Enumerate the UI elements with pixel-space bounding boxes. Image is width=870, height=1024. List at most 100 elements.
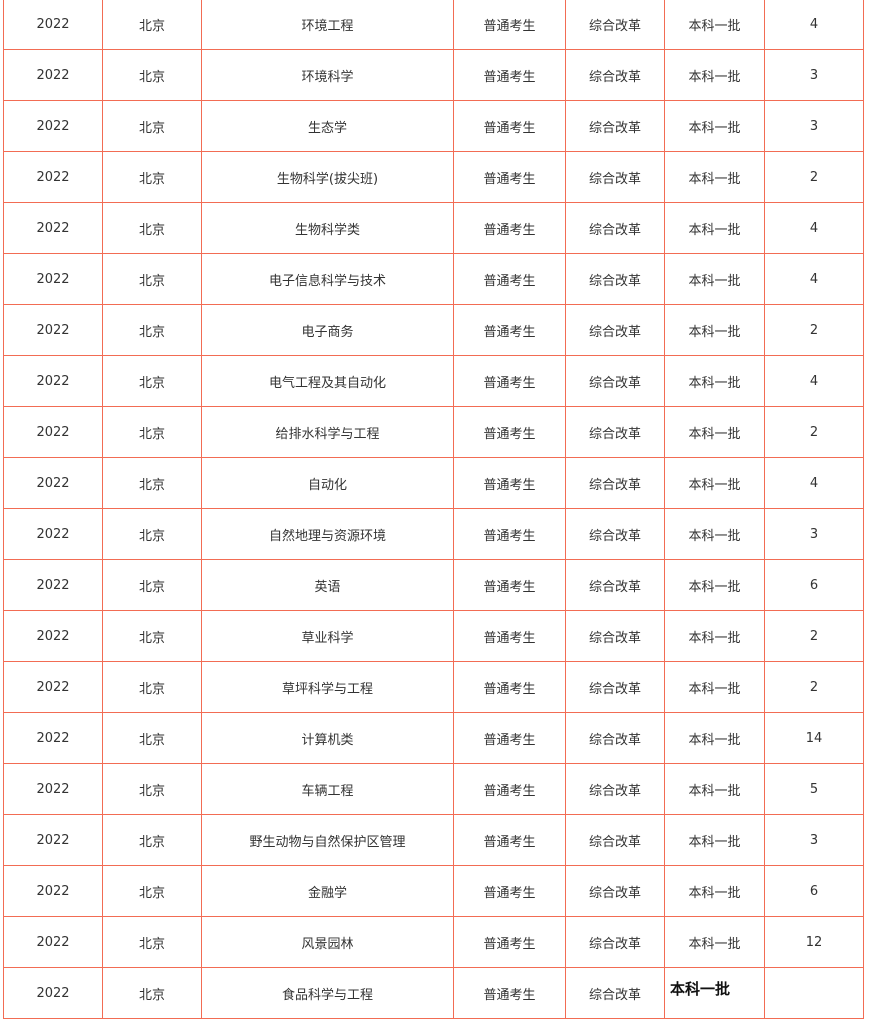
student-type-cell: 普通考生 bbox=[453, 916, 566, 968]
year-cell: 2022 bbox=[3, 661, 103, 713]
quota-cell bbox=[764, 967, 864, 1019]
quota-cell: 3 bbox=[764, 100, 864, 152]
province-cell: 北京 bbox=[102, 814, 202, 866]
major-cell: 风景园林 bbox=[201, 916, 454, 968]
subject-type-cell: 综合改革 bbox=[565, 0, 665, 50]
subject-type-cell: 综合改革 bbox=[565, 355, 665, 407]
table-row: 2022 北京 车辆工程 普通考生 综合改革 本科一批 5 bbox=[3, 763, 864, 815]
batch-cell: 本科一批 bbox=[664, 253, 765, 305]
student-type-cell: 普通考生 bbox=[453, 508, 566, 560]
major-cell: 食品科学与工程 bbox=[201, 967, 454, 1019]
quota-cell: 4 bbox=[764, 0, 864, 50]
quota-cell: 5 bbox=[764, 763, 864, 815]
student-type-cell: 普通考生 bbox=[453, 661, 566, 713]
major-cell: 自然地理与资源环境 bbox=[201, 508, 454, 560]
student-type-cell: 普通考生 bbox=[453, 457, 566, 509]
table-row: 2022 北京 电气工程及其自动化 普通考生 综合改革 本科一批 4 bbox=[3, 355, 864, 407]
year-cell: 2022 bbox=[3, 457, 103, 509]
subject-type-cell: 综合改革 bbox=[565, 814, 665, 866]
quota-cell: 2 bbox=[764, 661, 864, 713]
student-type-cell: 普通考生 bbox=[453, 49, 566, 101]
quota-cell: 3 bbox=[764, 814, 864, 866]
table-row: 2022 北京 电子信息科学与技术 普通考生 综合改革 本科一批 4 bbox=[3, 253, 864, 305]
year-cell: 2022 bbox=[3, 508, 103, 560]
province-cell: 北京 bbox=[102, 712, 202, 764]
table-row: 2022 北京 生物科学类 普通考生 综合改革 本科一批 4 bbox=[3, 202, 864, 254]
subject-type-cell: 综合改革 bbox=[565, 253, 665, 305]
batch-cell: 本科一批 bbox=[664, 100, 765, 152]
quota-cell: 4 bbox=[764, 202, 864, 254]
major-cell: 环境工程 bbox=[201, 0, 454, 50]
quota-cell: 4 bbox=[764, 253, 864, 305]
province-cell: 北京 bbox=[102, 151, 202, 203]
province-cell: 北京 bbox=[102, 967, 202, 1019]
table-row: 2022 北京 草坪科学与工程 普通考生 综合改革 本科一批 2 bbox=[3, 661, 864, 713]
batch-cell: 本科一批 bbox=[664, 355, 765, 407]
province-cell: 北京 bbox=[102, 406, 202, 458]
batch-cell: 本科一批 bbox=[664, 814, 765, 866]
table-row: 2022 北京 自动化 普通考生 综合改革 本科一批 4 bbox=[3, 457, 864, 509]
table-row: 2022 北京 风景园林 普通考生 综合改革 本科一批 12 bbox=[3, 916, 864, 968]
batch-cell: 本科一批 bbox=[664, 0, 765, 50]
province-cell: 北京 bbox=[102, 202, 202, 254]
major-cell: 金融学 bbox=[201, 865, 454, 917]
batch-cell: 本科一批 bbox=[664, 865, 765, 917]
subject-type-cell: 综合改革 bbox=[565, 916, 665, 968]
year-cell: 2022 bbox=[3, 559, 103, 611]
major-cell: 自动化 bbox=[201, 457, 454, 509]
province-cell: 北京 bbox=[102, 49, 202, 101]
quota-cell: 4 bbox=[764, 355, 864, 407]
batch-cell: 本科一批 bbox=[664, 763, 765, 815]
table-row: 2022 北京 电子商务 普通考生 综合改革 本科一批 2 bbox=[3, 304, 864, 356]
province-cell: 北京 bbox=[102, 661, 202, 713]
subject-type-cell: 综合改革 bbox=[565, 865, 665, 917]
quota-cell: 3 bbox=[764, 508, 864, 560]
batch-cell: 本科一批 bbox=[664, 304, 765, 356]
table-row: 2022 北京 食品科学与工程 普通考生 综合改革 bbox=[3, 967, 864, 1019]
province-cell: 北京 bbox=[102, 457, 202, 509]
major-cell: 电子商务 bbox=[201, 304, 454, 356]
major-cell: 草业科学 bbox=[201, 610, 454, 662]
quota-cell: 2 bbox=[764, 304, 864, 356]
year-cell: 2022 bbox=[3, 967, 103, 1019]
quota-cell: 2 bbox=[764, 151, 864, 203]
major-cell: 车辆工程 bbox=[201, 763, 454, 815]
student-type-cell: 普通考生 bbox=[453, 712, 566, 764]
major-cell: 生物科学(拔尖班) bbox=[201, 151, 454, 203]
year-cell: 2022 bbox=[3, 151, 103, 203]
subject-type-cell: 综合改革 bbox=[565, 508, 665, 560]
batch-cell: 本科一批 bbox=[664, 610, 765, 662]
province-cell: 北京 bbox=[102, 355, 202, 407]
student-type-cell: 普通考生 bbox=[453, 0, 566, 50]
batch-cell: 本科一批 bbox=[664, 559, 765, 611]
year-cell: 2022 bbox=[3, 865, 103, 917]
subject-type-cell: 综合改革 bbox=[565, 100, 665, 152]
batch-cell: 本科一批 bbox=[664, 508, 765, 560]
subject-type-cell: 综合改革 bbox=[565, 406, 665, 458]
major-cell: 英语 bbox=[201, 559, 454, 611]
batch-cell: 本科一批 bbox=[664, 151, 765, 203]
year-cell: 2022 bbox=[3, 202, 103, 254]
subject-type-cell: 综合改革 bbox=[565, 49, 665, 101]
year-cell: 2022 bbox=[3, 406, 103, 458]
student-type-cell: 普通考生 bbox=[453, 202, 566, 254]
year-cell: 2022 bbox=[3, 253, 103, 305]
year-cell: 2022 bbox=[3, 814, 103, 866]
student-type-cell: 普通考生 bbox=[453, 253, 566, 305]
subject-type-cell: 综合改革 bbox=[565, 151, 665, 203]
batch-cell: 本科一批 bbox=[664, 202, 765, 254]
major-cell: 生态学 bbox=[201, 100, 454, 152]
student-type-cell: 普通考生 bbox=[453, 610, 566, 662]
quota-cell: 6 bbox=[764, 559, 864, 611]
table-row: 2022 北京 金融学 普通考生 综合改革 本科一批 6 bbox=[3, 865, 864, 917]
province-cell: 北京 bbox=[102, 100, 202, 152]
table-row: 2022 北京 野生动物与自然保护区管理 普通考生 综合改革 本科一批 3 bbox=[3, 814, 864, 866]
student-type-cell: 普通考生 bbox=[453, 406, 566, 458]
year-cell: 2022 bbox=[3, 0, 103, 50]
student-type-cell: 普通考生 bbox=[453, 763, 566, 815]
table-row: 2022 北京 环境工程 普通考生 综合改革 本科一批 4 bbox=[3, 0, 864, 50]
table-row: 2022 北京 环境科学 普通考生 综合改革 本科一批 3 bbox=[3, 49, 864, 101]
student-type-cell: 普通考生 bbox=[453, 151, 566, 203]
table-row: 2022 北京 生物科学(拔尖班) 普通考生 综合改革 本科一批 2 bbox=[3, 151, 864, 203]
table-row: 2022 北京 给排水科学与工程 普通考生 综合改革 本科一批 2 bbox=[3, 406, 864, 458]
